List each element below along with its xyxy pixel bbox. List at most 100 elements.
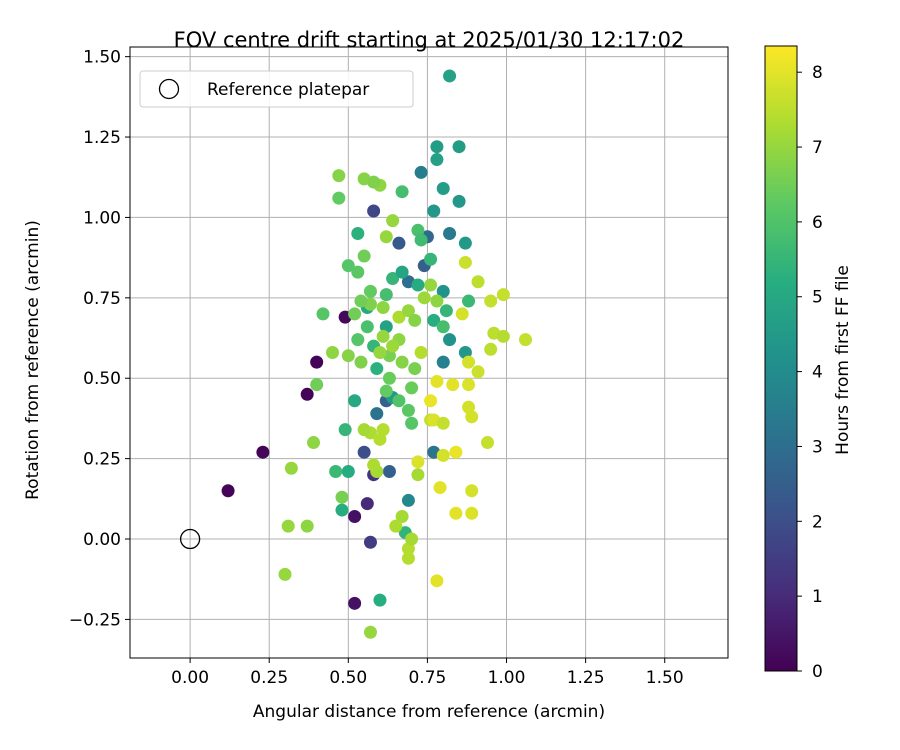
data-point bbox=[357, 445, 371, 459]
data-points bbox=[221, 69, 533, 639]
colorbar-tick-label: 8 bbox=[812, 63, 823, 83]
data-point bbox=[462, 378, 476, 392]
data-point bbox=[401, 304, 415, 318]
data-point bbox=[354, 355, 368, 369]
colorbar-tick-label: 4 bbox=[812, 363, 823, 383]
colorbar-ticks: 0 1 2 3 4 5 6 7 8 bbox=[797, 63, 823, 682]
data-point bbox=[424, 394, 438, 408]
data-point bbox=[395, 510, 409, 524]
y-tick-label: −0.25 bbox=[69, 610, 121, 630]
data-point bbox=[382, 371, 396, 385]
data-point bbox=[360, 497, 374, 511]
x-tick-label: 0.00 bbox=[171, 668, 209, 688]
y-axis-label: Rotation from reference (arcmin) bbox=[23, 220, 43, 500]
data-point bbox=[351, 333, 365, 347]
x-axis-ticks: 0.00 0.25 0.50 0.75 1.00 1.25 1.50 bbox=[171, 658, 684, 688]
data-point bbox=[389, 519, 403, 533]
data-point bbox=[436, 355, 450, 369]
data-point bbox=[386, 214, 400, 228]
data-point bbox=[405, 381, 419, 395]
data-point bbox=[411, 455, 425, 469]
data-point bbox=[401, 493, 415, 507]
data-point bbox=[436, 416, 450, 430]
data-point bbox=[379, 230, 393, 244]
data-point bbox=[436, 181, 450, 195]
data-point bbox=[430, 574, 444, 588]
data-point bbox=[443, 69, 457, 83]
data-point bbox=[411, 468, 425, 482]
data-point bbox=[481, 436, 495, 450]
data-point bbox=[395, 185, 409, 199]
data-point bbox=[462, 355, 476, 369]
data-point bbox=[414, 233, 428, 247]
data-point bbox=[392, 310, 406, 324]
data-point bbox=[395, 265, 409, 279]
data-point bbox=[465, 484, 479, 498]
x-tick-label: 0.75 bbox=[408, 668, 446, 688]
data-point bbox=[354, 294, 368, 308]
x-tick-label: 1.50 bbox=[646, 668, 684, 688]
legend: Reference platepar bbox=[139, 70, 414, 108]
data-point bbox=[363, 284, 377, 298]
data-point bbox=[300, 519, 314, 533]
data-point bbox=[341, 464, 355, 478]
data-point bbox=[465, 410, 479, 424]
data-point bbox=[484, 294, 498, 308]
data-point bbox=[417, 291, 431, 305]
data-point bbox=[484, 342, 498, 356]
data-point bbox=[307, 436, 321, 450]
data-point bbox=[408, 313, 422, 327]
data-point bbox=[357, 249, 371, 263]
data-point bbox=[392, 236, 406, 250]
colorbar-tick-label: 1 bbox=[812, 587, 823, 607]
data-point bbox=[424, 278, 438, 292]
data-point bbox=[357, 423, 371, 437]
data-point bbox=[452, 140, 466, 154]
data-point bbox=[452, 194, 466, 208]
colorbar-tick-label: 2 bbox=[812, 512, 823, 532]
data-point bbox=[221, 484, 235, 498]
data-point bbox=[360, 320, 374, 334]
data-point bbox=[332, 191, 346, 205]
data-point bbox=[401, 551, 415, 565]
data-point bbox=[370, 407, 384, 421]
data-point bbox=[373, 593, 387, 607]
x-tick-label: 1.00 bbox=[488, 668, 526, 688]
colorbar-tick-label: 0 bbox=[812, 662, 823, 682]
plot-frame bbox=[129, 46, 729, 659]
data-point bbox=[335, 490, 349, 504]
data-point bbox=[395, 355, 409, 369]
colorbar-gradient bbox=[764, 45, 798, 672]
data-point bbox=[373, 346, 387, 359]
data-point bbox=[329, 464, 343, 478]
data-point bbox=[310, 355, 324, 369]
data-point bbox=[414, 165, 428, 179]
data-point bbox=[436, 320, 450, 334]
data-point bbox=[376, 329, 390, 343]
data-point bbox=[348, 510, 362, 524]
data-point bbox=[367, 175, 381, 189]
y-tick-label: 1.25 bbox=[83, 128, 121, 148]
x-tick-label: 1.25 bbox=[567, 668, 605, 688]
data-point bbox=[430, 374, 444, 388]
data-point bbox=[462, 294, 476, 308]
colorbar-tick-label: 6 bbox=[812, 213, 823, 233]
grid-lines bbox=[130, 47, 728, 658]
data-point bbox=[430, 153, 444, 167]
data-point bbox=[424, 252, 438, 266]
data-point bbox=[348, 394, 362, 408]
y-axis-ticks: −0.25 0.00 0.25 0.50 0.75 1.00 1.25 1.50 bbox=[69, 48, 130, 630]
data-point bbox=[367, 458, 381, 472]
data-point bbox=[379, 288, 393, 302]
colorbar: 0 1 2 3 4 5 6 7 8 Hours from first FF file bbox=[764, 45, 853, 682]
data-point bbox=[341, 349, 355, 363]
data-point bbox=[430, 140, 444, 154]
data-point bbox=[405, 532, 419, 546]
data-point bbox=[427, 204, 441, 218]
y-tick-label: 0.75 bbox=[83, 289, 121, 309]
data-point bbox=[316, 307, 330, 321]
data-point bbox=[458, 236, 472, 250]
data-point bbox=[446, 378, 460, 392]
data-point bbox=[376, 300, 390, 314]
